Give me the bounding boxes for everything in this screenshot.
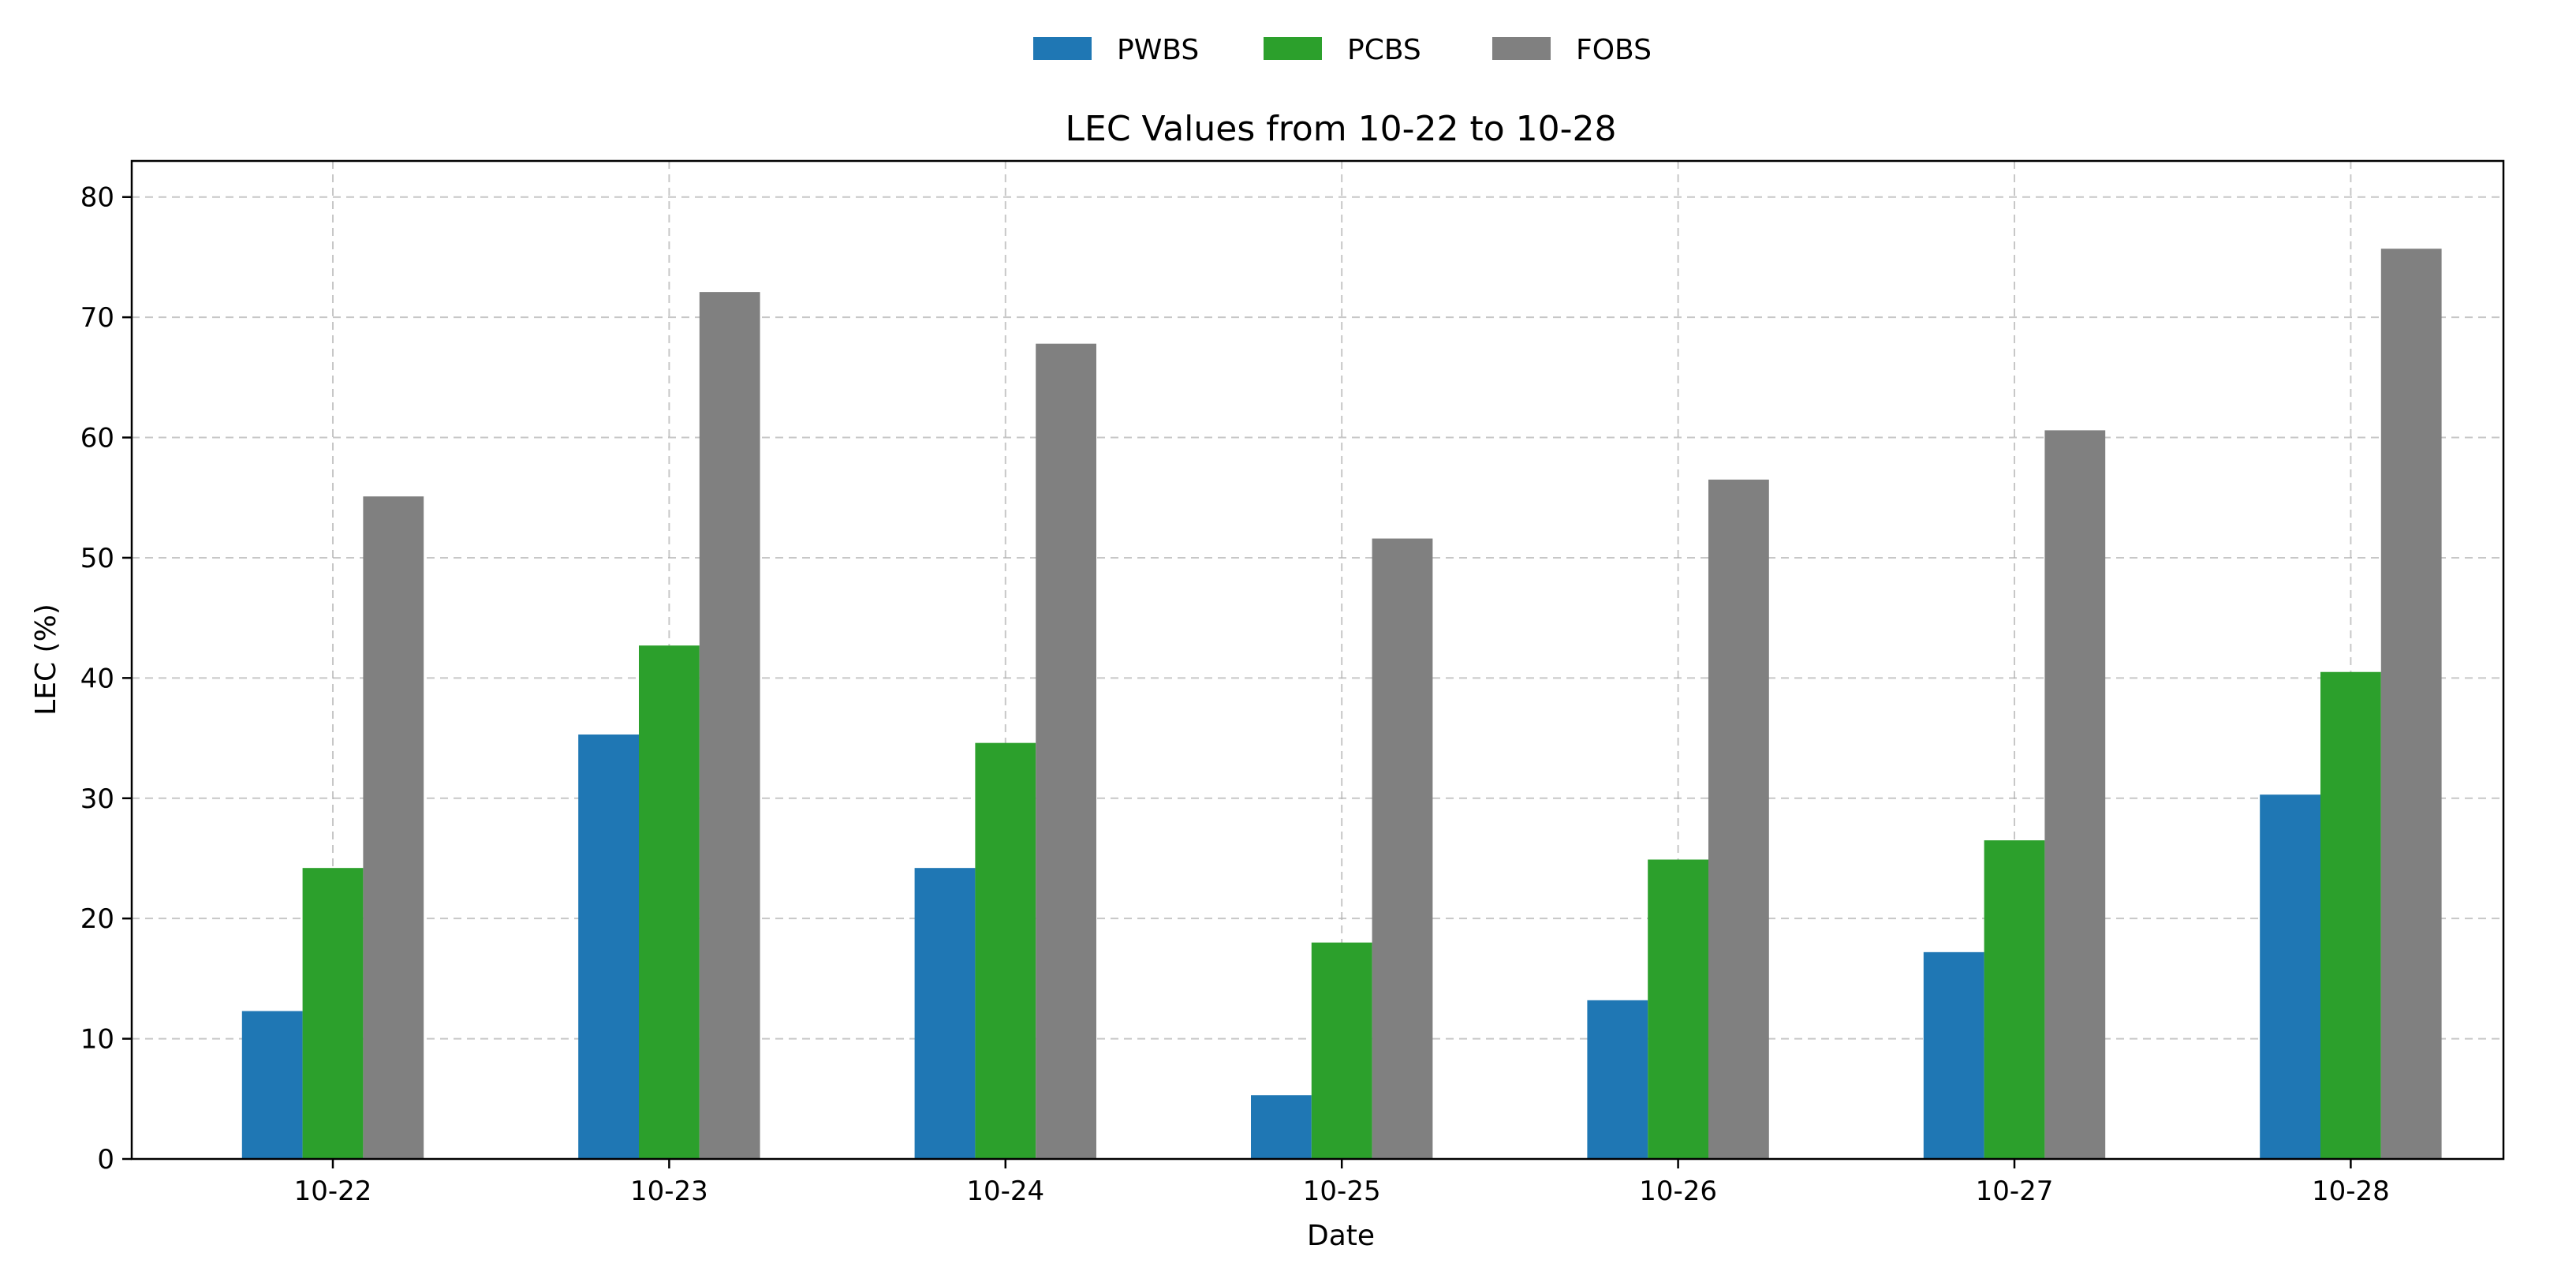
bar-fobs-10-22 bbox=[363, 496, 424, 1159]
legend: PWBS PCBS FOBS bbox=[1033, 34, 1652, 66]
x-tick-label: 10-25 bbox=[1303, 1176, 1381, 1207]
x-axis-label: Date bbox=[1307, 1220, 1375, 1252]
x-tick-label: 10-27 bbox=[1976, 1176, 2054, 1207]
x-tick-label: 10-23 bbox=[630, 1176, 708, 1207]
y-tick-label: 50 bbox=[80, 543, 114, 574]
bar-pcbs-10-22 bbox=[302, 868, 364, 1159]
bar-pcbs-10-27 bbox=[1984, 840, 2045, 1159]
y-tick-label: 40 bbox=[80, 663, 114, 694]
legend-item-fobs: FOBS bbox=[1492, 34, 1652, 66]
y-tick-label: 80 bbox=[80, 182, 114, 214]
x-tick-label: 10-24 bbox=[966, 1176, 1044, 1207]
legend-label: PCBS bbox=[1347, 34, 1421, 66]
bar-pcbs-10-26 bbox=[1648, 859, 1708, 1159]
legend-swatch bbox=[1264, 37, 1322, 60]
chart-title: LEC Values from 10-22 to 10-28 bbox=[1066, 109, 1617, 149]
y-tick-label: 0 bbox=[97, 1144, 114, 1176]
bar-pcbs-10-23 bbox=[639, 645, 700, 1159]
x-tick-label: 10-22 bbox=[294, 1176, 372, 1207]
y-tick-label: 20 bbox=[80, 903, 114, 935]
bar-pwbs-10-24 bbox=[914, 868, 976, 1159]
y-tick-label: 60 bbox=[80, 423, 114, 454]
bars bbox=[241, 249, 2442, 1160]
legend-swatch bbox=[1492, 37, 1551, 60]
bar-pwbs-10-27 bbox=[1923, 951, 1984, 1159]
legend-swatch bbox=[1033, 37, 1092, 60]
y-axis-ticks: 0 10 20 30 40 50 60 70 80 bbox=[80, 182, 132, 1176]
bar-pwbs-10-25 bbox=[1251, 1095, 1312, 1159]
x-axis-ticks: 10-22 10-23 10-24 10-25 10-26 10-27 10-28 bbox=[294, 1159, 2390, 1207]
legend-item-pcbs: PCBS bbox=[1264, 34, 1421, 66]
x-tick-label: 10-26 bbox=[1639, 1176, 1717, 1207]
x-tick-label: 10-28 bbox=[2312, 1176, 2390, 1207]
bar-fobs-10-25 bbox=[1372, 538, 1433, 1159]
bar-pwbs-10-28 bbox=[2260, 794, 2320, 1159]
bar-fobs-10-27 bbox=[2044, 430, 2106, 1159]
y-tick-label: 70 bbox=[80, 302, 114, 334]
bar-pwbs-10-22 bbox=[241, 1011, 303, 1159]
bar-fobs-10-23 bbox=[699, 292, 760, 1160]
legend-item-pwbs: PWBS bbox=[1033, 34, 1199, 66]
legend-label: PWBS bbox=[1117, 34, 1199, 66]
y-axis-label: LEC (%) bbox=[30, 604, 62, 716]
bar-fobs-10-24 bbox=[1036, 343, 1096, 1160]
bar-fobs-10-26 bbox=[1708, 479, 1769, 1159]
y-tick-label: 30 bbox=[80, 783, 114, 815]
bar-fobs-10-28 bbox=[2380, 249, 2442, 1159]
bar-pcbs-10-28 bbox=[2320, 671, 2381, 1159]
y-tick-label: 10 bbox=[80, 1024, 114, 1056]
legend-label: FOBS bbox=[1576, 34, 1652, 66]
bar-pcbs-10-24 bbox=[975, 742, 1036, 1159]
bar-pwbs-10-26 bbox=[1587, 1000, 1648, 1159]
bar-pwbs-10-23 bbox=[578, 734, 639, 1159]
plot-frame bbox=[130, 159, 2505, 1161]
bar-pcbs-10-25 bbox=[1311, 942, 1372, 1159]
